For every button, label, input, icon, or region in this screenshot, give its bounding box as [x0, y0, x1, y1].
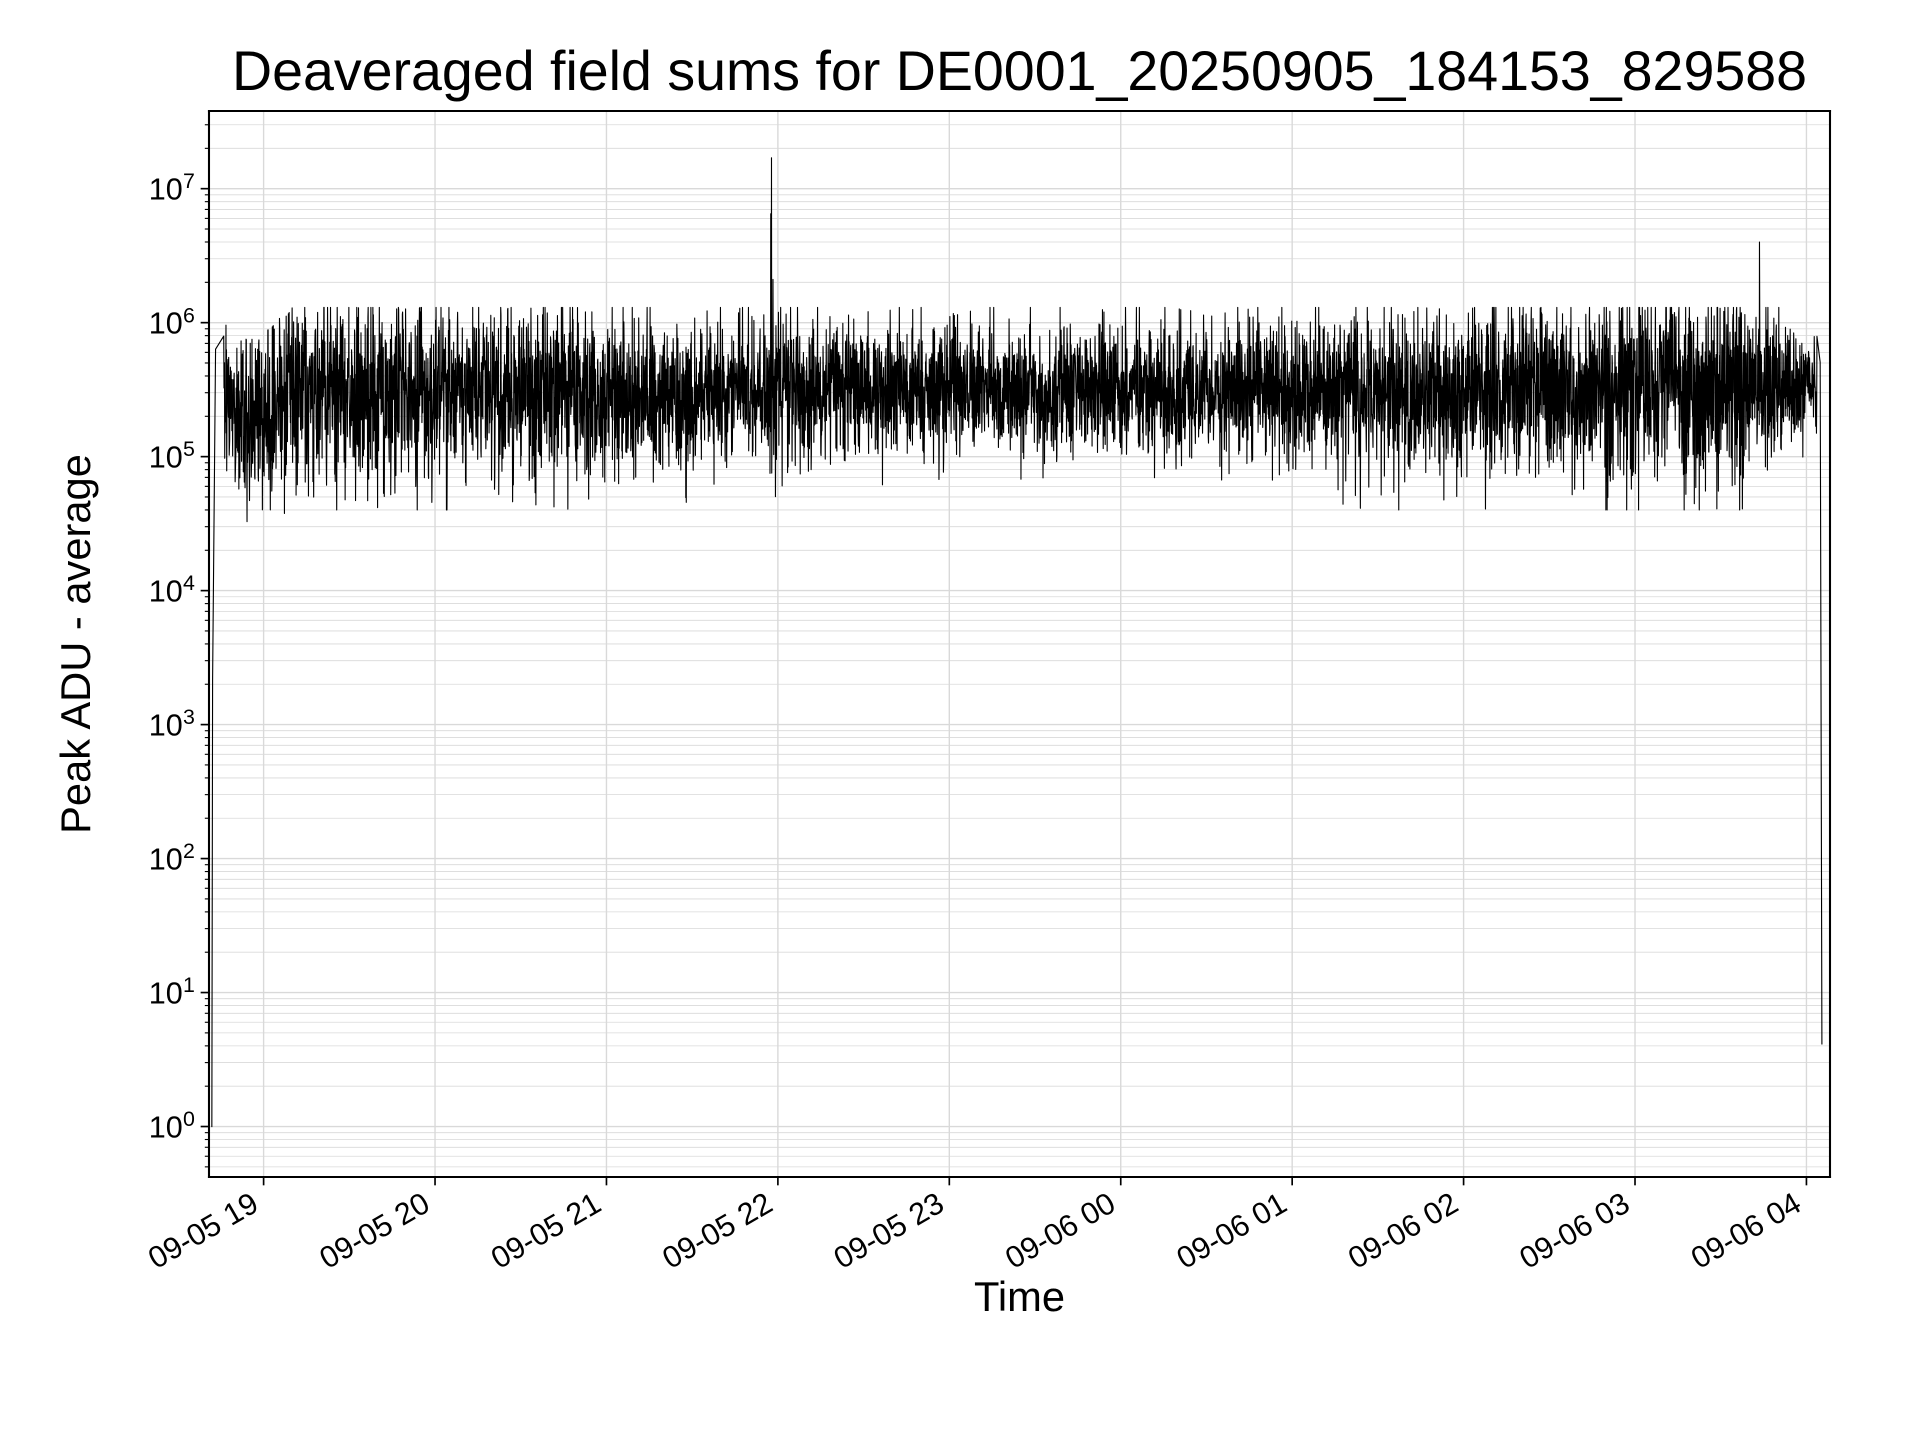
svg-text:1 0 3: 1 0 3: [149, 705, 195, 742]
svg-text:Time: Time: [974, 1273, 1065, 1320]
svg-text:Peak ADU - average: Peak ADU - average: [52, 454, 99, 834]
svg-text:1 0 6: 1 0 6: [149, 303, 195, 340]
svg-text:1 0 2: 1 0 2: [149, 839, 195, 876]
svg-text:1 0 4: 1 0 4: [149, 571, 195, 608]
svg-text:1 0 0: 1 0 0: [149, 1107, 195, 1144]
svg-text:1 0 5: 1 0 5: [149, 437, 195, 474]
svg-text:1 0 1: 1 0 1: [149, 973, 195, 1010]
svg-text:1 0 7: 1 0 7: [149, 169, 195, 206]
svg-text:Deaveraged field sums for DE00: Deaveraged field sums for DE0001_2025090…: [232, 40, 1807, 102]
